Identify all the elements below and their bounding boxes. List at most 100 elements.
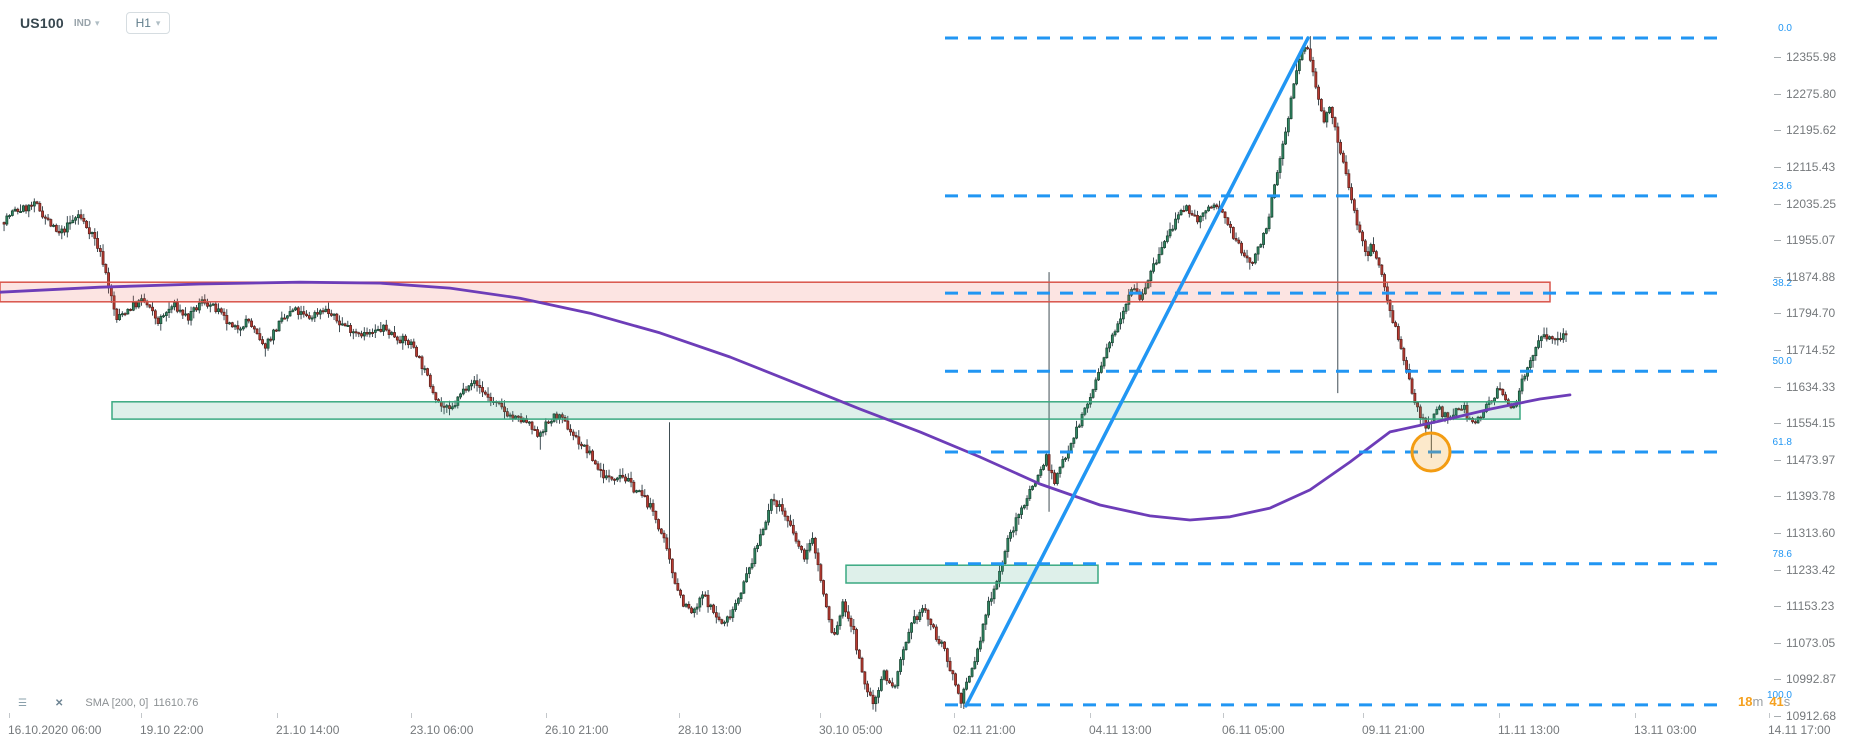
candle-down — [329, 313, 333, 316]
candle-down — [569, 428, 572, 433]
candle-up — [1435, 408, 1439, 415]
chevron-down-icon[interactable]: ▾ — [95, 17, 100, 28]
candle-down — [813, 537, 817, 554]
candle-up — [294, 307, 297, 311]
candle-up — [1531, 355, 1535, 361]
candle-up — [901, 649, 905, 660]
time-axis-label: 26.10 21:00 — [545, 723, 609, 737]
candle-up — [626, 478, 630, 482]
support-zone[interactable] — [111, 401, 1521, 420]
candle-up — [1165, 235, 1169, 242]
timer-seconds: 41 — [1769, 694, 1784, 709]
sma-line[interactable] — [0, 280, 1572, 522]
candle-down — [54, 224, 58, 232]
candle-up — [288, 311, 292, 317]
candle-up — [272, 329, 275, 341]
candle-up — [698, 597, 702, 608]
time-axis-label: 09.11 21:00 — [1362, 723, 1425, 737]
time-axis-label: 02.11 21:00 — [953, 723, 1016, 737]
candle-down — [646, 495, 649, 508]
candle-up — [648, 503, 652, 508]
candle-up — [973, 661, 977, 669]
axis-tick — [1774, 460, 1781, 461]
candle-up — [767, 510, 770, 523]
candle-down — [1377, 257, 1381, 266]
candle-down — [186, 313, 190, 321]
axis-tick — [9, 713, 10, 718]
candle-up — [882, 670, 886, 680]
candle-down — [1319, 99, 1323, 112]
candle-down — [1413, 392, 1417, 404]
candle-up — [1116, 323, 1120, 333]
candle-down — [1339, 141, 1342, 154]
annotation-circle[interactable] — [1410, 431, 1452, 473]
candle-up — [1055, 473, 1059, 484]
candle-down — [574, 435, 578, 438]
price-axis[interactable]: 12355.98 12275.80 12195.62 12115.43 12035.25… — [1770, 0, 1866, 748]
candle-up — [1094, 379, 1098, 391]
candle-down — [1047, 454, 1051, 471]
candle-down — [577, 436, 581, 445]
candle-down — [2, 222, 6, 225]
candle-down — [247, 318, 251, 322]
candle-down — [1215, 204, 1219, 208]
candle-down — [406, 340, 410, 345]
candle-down — [687, 603, 691, 609]
indicator-remove-icon[interactable]: ✕ — [54, 697, 64, 709]
candle-up — [140, 298, 143, 302]
candle-down — [800, 545, 803, 551]
candle-down — [772, 499, 776, 502]
candle-up — [896, 671, 900, 687]
candle-down — [1234, 238, 1238, 241]
time-axis-label: 06.11 05:00 — [1222, 723, 1285, 737]
candle-up — [984, 614, 988, 625]
candle-down — [478, 385, 482, 388]
candle-down — [148, 304, 152, 308]
candle-up — [1369, 244, 1373, 256]
candle-up — [71, 219, 75, 223]
candle-down — [833, 632, 836, 635]
candle-up — [1102, 357, 1106, 367]
candle-up — [1033, 483, 1037, 487]
zones-layer — [0, 281, 1551, 584]
candle-up — [1108, 342, 1111, 349]
candle-down — [657, 519, 660, 530]
candle-up — [318, 310, 322, 315]
candle-down — [505, 411, 509, 417]
candle-up — [1031, 485, 1034, 490]
candle-up — [244, 318, 248, 328]
candle-up — [549, 421, 553, 424]
indicator-settings-icon[interactable]: ☰ — [18, 697, 27, 709]
candle-up — [332, 313, 336, 316]
candle-down — [593, 460, 597, 465]
candle-up — [1270, 197, 1274, 218]
candle-down — [1196, 215, 1199, 223]
candle-up — [1289, 97, 1293, 119]
candle-up — [1143, 287, 1147, 295]
candle-down — [1344, 161, 1348, 175]
candle-up — [1069, 443, 1073, 452]
axis-tick — [1774, 570, 1781, 571]
candle-down — [134, 302, 138, 308]
time-axis[interactable]: 16.10.2020 06:00 19.10 22:00 21.10 14:00 23… — [0, 710, 1866, 748]
fib-retracement[interactable] — [945, 36, 1718, 707]
candle-up — [5, 215, 9, 225]
candle-down — [816, 552, 820, 566]
time-axis-label: 16.10.2020 06:00 — [8, 723, 102, 737]
candle-up — [695, 606, 699, 610]
axis-tick — [1774, 94, 1781, 95]
candle-down — [219, 308, 223, 313]
instrument-type-label: IND — [73, 17, 92, 29]
support-zone[interactable] — [845, 564, 1099, 584]
timeframe-select[interactable]: H1 ▾ — [125, 12, 171, 34]
candle-up — [1262, 232, 1265, 245]
candle-down — [431, 386, 435, 394]
candle-up — [731, 609, 735, 618]
candle-up — [1438, 406, 1441, 410]
axis-tick — [1774, 423, 1781, 424]
candle-down — [621, 474, 625, 478]
candle-down — [1366, 251, 1370, 256]
trend-line[interactable] — [964, 36, 1310, 708]
candle-up — [1328, 106, 1331, 113]
